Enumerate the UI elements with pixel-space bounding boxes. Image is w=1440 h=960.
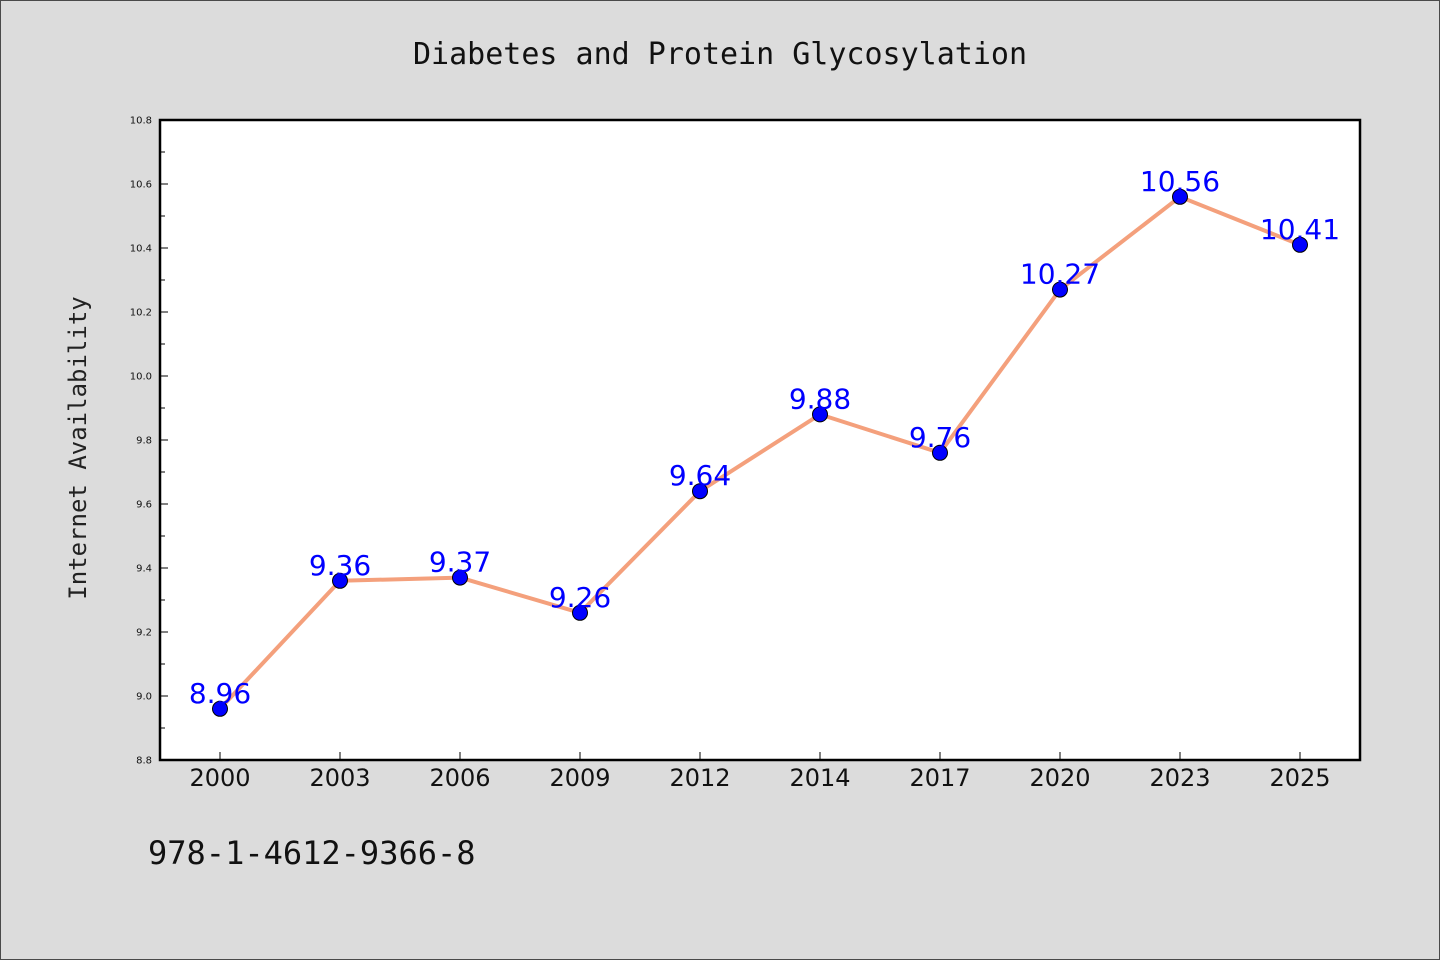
data-point <box>932 444 948 461</box>
y-tick-label: 9.0 <box>136 692 152 703</box>
data-label: 10.41 <box>1260 213 1340 246</box>
series-markers <box>212 188 1308 717</box>
x-tick-label: 2000 <box>189 764 250 792</box>
y-tick-label: 8.8 <box>136 756 152 767</box>
data-label: 10.56 <box>1140 165 1220 198</box>
data-label: 9.37 <box>429 546 491 579</box>
data-point <box>812 406 828 423</box>
y-tick-label: 10.2 <box>130 308 152 319</box>
x-axis: 2000 2003 2006 2009 2012 2014 2017 2020 2023 2025 <box>189 752 1331 792</box>
y-tick-label: 9.4 <box>136 564 152 575</box>
plot-area <box>158 118 1362 762</box>
data-label: 8.96 <box>189 677 251 710</box>
y-tick-label: 9.6 <box>136 500 152 511</box>
data-label: 9.64 <box>669 459 731 492</box>
data-point <box>212 700 228 717</box>
x-tick-label: 2025 <box>1269 764 1330 792</box>
y-tick-label: 10.8 <box>130 116 152 127</box>
y-tick-label: 10.0 <box>130 372 152 383</box>
x-tick-label: 2012 <box>669 764 730 792</box>
y-tick-label: 10.6 <box>130 180 152 191</box>
data-label: 9.36 <box>309 549 371 582</box>
x-tick-label: 2023 <box>1149 764 1210 792</box>
data-point <box>1052 281 1068 298</box>
data-point <box>452 569 468 586</box>
data-point <box>692 483 708 500</box>
y-tick-label: 9.2 <box>136 628 152 639</box>
y-axis-label: Internet Availability <box>64 296 92 599</box>
data-label: 10.27 <box>1020 258 1100 291</box>
data-point <box>332 572 348 589</box>
y-axis: 8.8 9.0 9.2 9.4 9.6 9.8 10.0 10.2 10.4 10.6 10.8 <box>130 116 168 767</box>
y-tick-label: 10.4 <box>130 244 152 255</box>
x-tick-label: 2003 <box>309 764 370 792</box>
x-tick-label: 2017 <box>909 764 970 792</box>
data-point <box>1172 188 1188 205</box>
x-tick-label: 2009 <box>549 764 610 792</box>
chart-title: Diabetes and Protein Glycosylation <box>413 37 1027 72</box>
x-tick-label: 2014 <box>789 764 850 792</box>
isbn-code: 978-1-4612-9366-8 <box>148 834 476 872</box>
x-tick-label: 2006 <box>429 764 490 792</box>
data-point <box>572 604 588 621</box>
y-tick-label: 9.8 <box>136 436 152 447</box>
data-labels: 8.96 9.36 9.37 9.26 9.64 9.88 9.76 10.27 10.56 10… <box>189 165 1340 710</box>
data-point <box>1292 236 1308 253</box>
data-label: 9.76 <box>909 421 971 454</box>
series-line <box>218 194 1301 711</box>
x-tick-label: 2020 <box>1029 764 1090 792</box>
data-label: 9.26 <box>549 581 611 614</box>
data-label: 9.88 <box>789 382 851 415</box>
